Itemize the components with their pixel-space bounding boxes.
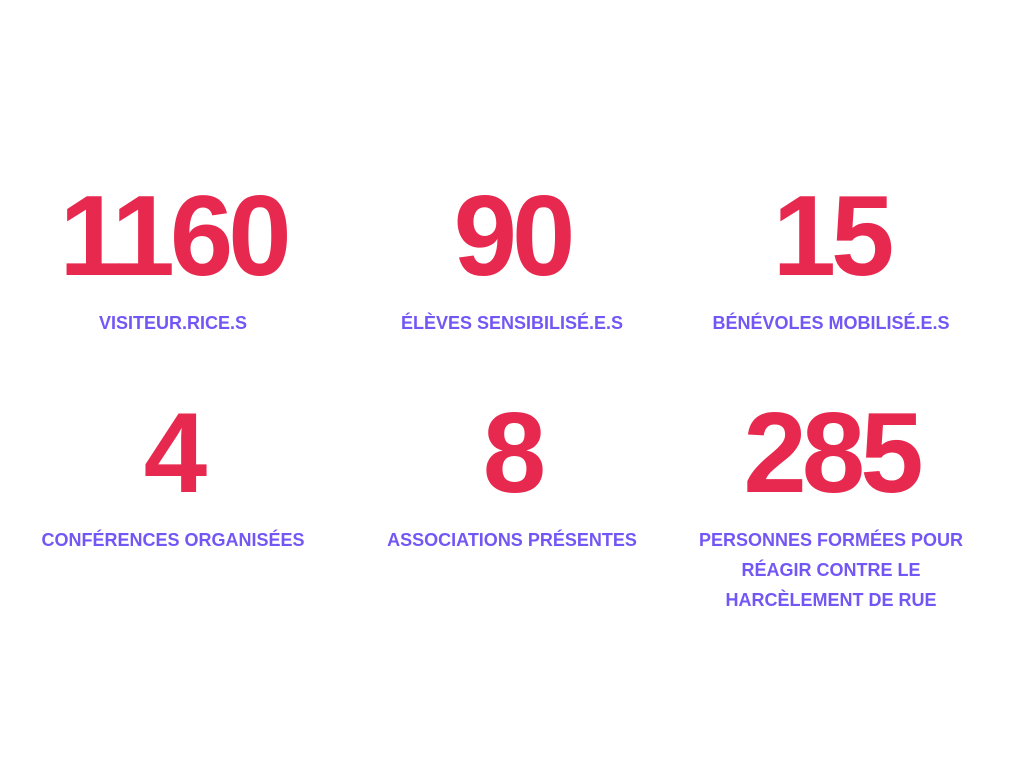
- stat-volunteers: 15 BÉNÉVOLES MOBILISÉ.E.S: [661, 180, 1001, 338]
- stat-trained-people: 285 PERSONNES FORMÉES POUR RÉAGIR CONTRE…: [691, 397, 971, 615]
- stat-label: CONFÉRENCES ORGANISÉES: [41, 530, 305, 550]
- stat-value: 285: [743, 390, 923, 517]
- stat-conferences: 4 CONFÉRENCES ORGANISÉES: [3, 397, 343, 555]
- stat-associations: 8 ASSOCIATIONS PRÉSENTES: [342, 397, 682, 555]
- stat-value: 4: [143, 390, 207, 517]
- stat-label: ASSOCIATIONS PRÉSENTES: [387, 530, 637, 550]
- stat-label: BÉNÉVOLES MOBILISÉ.E.S: [712, 313, 950, 333]
- stat-value: 15: [772, 173, 895, 300]
- stat-label: VISITEUR.RICE.S: [98, 313, 248, 333]
- stat-label: ÉLÈVES SENSIBILISÉ.E.S: [400, 313, 624, 333]
- stat-value: 8: [482, 390, 546, 517]
- stat-value: 1160: [59, 173, 291, 300]
- stat-label: PERSONNES FORMÉES POUR RÉAGIR CONTRE LE …: [698, 530, 964, 610]
- stat-visitors: 1160 VISITEUR.RICE.S: [3, 180, 343, 338]
- stat-value: 90: [453, 173, 576, 300]
- stat-students: 90 ÉLÈVES SENSIBILISÉ.E.S: [342, 180, 682, 338]
